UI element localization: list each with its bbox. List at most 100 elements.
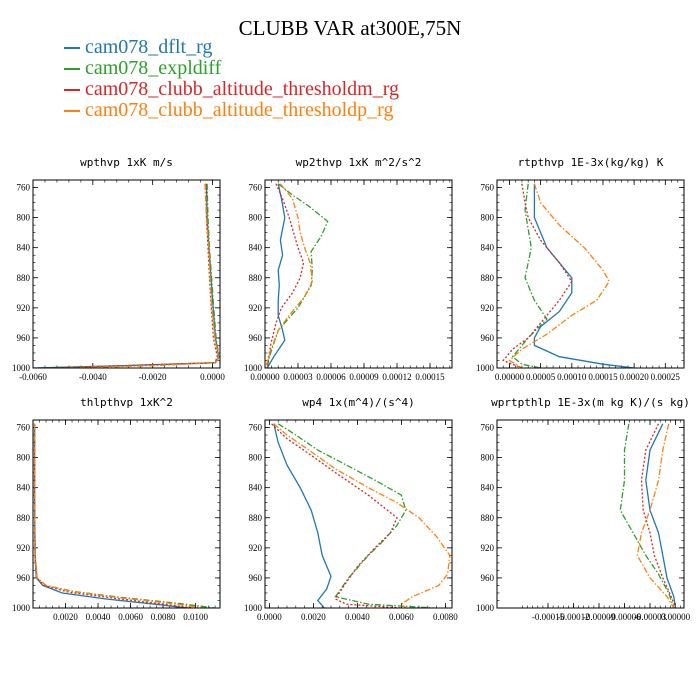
y-tick-label: 760 <box>481 183 495 193</box>
y-tick-label: 920 <box>249 303 263 313</box>
legend-item-thresholdp: cam078_clubb_altitude_thresholdp_rg <box>64 100 399 121</box>
y-tick-label: 1000 <box>476 363 495 373</box>
x-tick-label: 0.0080 <box>433 612 458 622</box>
legend-swatch <box>64 46 80 49</box>
series-line-4 <box>636 423 675 608</box>
x-tick-label: -0.00012 <box>557 612 589 622</box>
y-tick-label: 880 <box>249 513 263 523</box>
panel-title: rtpthvp 1E-3x(kg/kg) K <box>518 156 664 169</box>
x-tick-label: 0.00009 <box>349 372 379 382</box>
series-line-4 <box>265 183 313 368</box>
series-line-2 <box>38 183 220 368</box>
y-tick-label: 840 <box>17 243 31 253</box>
figure-title: CLUBB VAR at300E,75N <box>238 16 462 40</box>
x-tick-label: 0.00020 <box>620 372 650 382</box>
chart-panel: wprtpthlp 1E-3x(m kg K)/(s kg) 760 800 840 8… <box>476 396 691 622</box>
x-tick-label: 0.0080 <box>151 612 176 622</box>
x-tick-label: 0.00015 <box>415 372 445 382</box>
y-tick-label: 800 <box>481 453 495 463</box>
legend-swatch <box>64 109 80 112</box>
y-tick-label: 760 <box>17 183 31 193</box>
legend-label: cam078_clubb_altitude_thresholdp_rg <box>85 99 394 121</box>
plot-frame <box>32 419 221 609</box>
x-tick-label: 0.0060 <box>389 612 414 622</box>
x-tick-label: -0.0020 <box>139 372 167 382</box>
panel-title: wpthvp 1xK m/s <box>80 156 173 169</box>
series-line-4 <box>508 183 610 368</box>
series-line-2 <box>33 423 216 608</box>
y-tick-label: 800 <box>17 453 31 463</box>
series-line-2 <box>266 183 329 368</box>
x-tick-label: 0.0000 <box>200 372 225 382</box>
y-tick-label: 920 <box>481 543 495 553</box>
series-line-1 <box>645 423 677 608</box>
legend-label: cam078_clubb_altitude_thresholdm_rg <box>85 78 400 100</box>
y-tick-label: 920 <box>17 303 31 313</box>
y-tick-label: 920 <box>17 543 31 553</box>
y-tick-label: 1000 <box>476 603 495 613</box>
panel-title: wp2thvp 1xK m^2/s^2 <box>296 156 422 169</box>
x-tick-label: 0.0020 <box>53 612 78 622</box>
series-line-1 <box>273 423 332 608</box>
y-tick-label: 960 <box>249 573 263 583</box>
y-tick-label: 920 <box>481 303 495 313</box>
legend: cam078_dflt_rg cam078_expldiff cam078_cl… <box>64 37 399 121</box>
series-group <box>33 183 220 368</box>
series-line-3 <box>266 183 305 368</box>
x-tick-label: 0.00012 <box>382 372 411 382</box>
y-tick-label: 840 <box>17 483 31 493</box>
y-tick-label: 760 <box>249 423 263 433</box>
x-tick-label: -0.00006 <box>608 612 641 622</box>
x-tick-label: 0.00005 <box>526 372 556 382</box>
legend-item-dflt: cam078_dflt_rg <box>64 37 399 58</box>
y-tick-label: 960 <box>17 573 31 583</box>
panel-title: wp4 1x(m^4)/(s^4) <box>302 396 415 409</box>
x-tick-label: 0.0000 <box>257 612 282 622</box>
x-tick-label: -0.00009 <box>583 612 616 622</box>
legend-label: cam078_dflt_rg <box>85 36 213 58</box>
y-tick-label: 880 <box>481 273 495 283</box>
series-line-3 <box>271 423 402 608</box>
series-line-2 <box>619 423 675 608</box>
legend-swatch <box>64 67 80 70</box>
legend-swatch <box>64 88 80 91</box>
x-tick-label: 0.00000 <box>661 612 691 622</box>
y-tick-label: 800 <box>249 213 263 223</box>
y-tick-label: 840 <box>481 483 495 493</box>
x-tick-label: -0.00003 <box>634 612 667 622</box>
panel-title: thlpthvp 1xK^2 <box>80 396 173 409</box>
plot-frame <box>496 419 685 609</box>
y-tick-label: 760 <box>481 423 495 433</box>
series-line-4 <box>33 423 204 608</box>
x-tick-label: -0.0060 <box>19 372 47 382</box>
y-tick-label: 880 <box>249 273 263 283</box>
y-tick-label: 880 <box>17 273 31 283</box>
plot-frame <box>32 179 221 369</box>
x-tick-label: 0.00015 <box>588 372 618 382</box>
plot-frame <box>496 179 685 369</box>
series-line-2 <box>511 183 548 368</box>
y-tick-label: 1000 <box>12 603 31 613</box>
y-tick-label: 880 <box>17 513 31 523</box>
x-tick-label: 0.0040 <box>345 612 370 622</box>
y-tick-label: 760 <box>17 423 31 433</box>
y-tick-label: 960 <box>17 333 31 343</box>
plot-frame <box>264 179 453 369</box>
legend-item-expldiff: cam078_expldiff <box>64 58 399 79</box>
series-group <box>271 423 451 608</box>
series-line-4 <box>273 423 451 608</box>
y-tick-label: 840 <box>249 243 263 253</box>
x-tick-label: 0.0100 <box>183 612 208 622</box>
x-tick-label: 0.00006 <box>316 372 346 382</box>
chart-panel: thlpthvp 1xK^2 760 800 840 880 920 960 1000 0.00… <box>12 396 221 622</box>
x-tick-label: 0.0040 <box>86 612 111 622</box>
x-tick-label: 0.00003 <box>283 372 313 382</box>
y-tick-label: 800 <box>249 453 263 463</box>
series-line-1 <box>266 183 286 368</box>
chart-panel: wpthvp 1xK m/s7608008408809209601000-0.0… <box>12 156 225 382</box>
series-group <box>619 423 677 608</box>
series-line-1 <box>533 183 635 368</box>
y-tick-label: 960 <box>481 573 495 583</box>
legend-item-thresholdm: cam078_clubb_altitude_thresholdm_rg <box>64 79 399 100</box>
y-tick-label: 880 <box>481 513 495 523</box>
